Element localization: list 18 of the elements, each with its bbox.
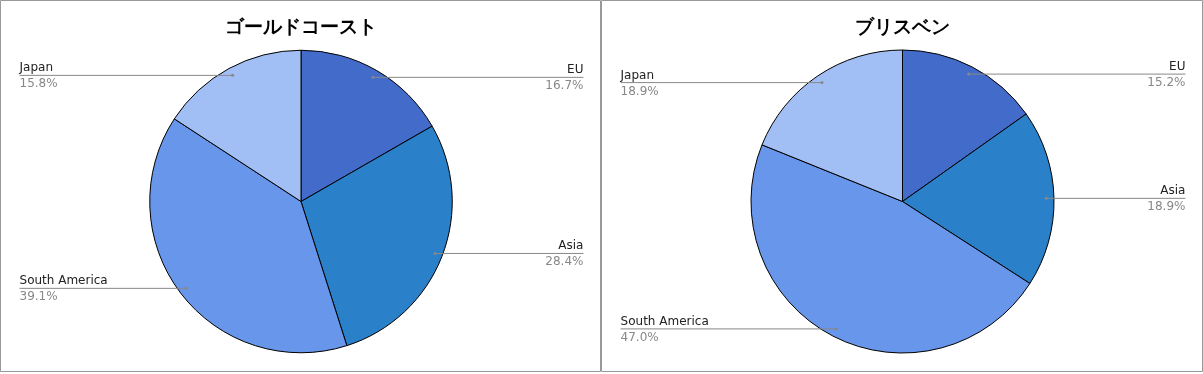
data-label: 15.2%	[1147, 75, 1186, 90]
slice-label: South America	[620, 313, 709, 328]
slice-label: Asia	[1160, 183, 1186, 198]
data-label: 16.7%	[545, 78, 584, 93]
chart-title: ゴールドコースト	[225, 14, 377, 37]
slice-label: EU	[1169, 59, 1186, 74]
slice-label: Japan	[619, 67, 655, 82]
data-label: 18.9%	[1147, 199, 1186, 214]
slice-label: South America	[19, 273, 108, 288]
chart-title: ブリスベン	[855, 14, 950, 37]
data-label: 18.9%	[620, 83, 659, 98]
slice-label: Japan	[18, 60, 53, 75]
data-label: 47.0%	[620, 329, 659, 344]
data-label: 15.8%	[19, 76, 58, 91]
slice-label: EU	[567, 62, 584, 77]
data-label: 28.4%	[545, 254, 584, 269]
slice-label: Asia	[558, 238, 584, 253]
data-label: 39.1%	[19, 289, 58, 304]
